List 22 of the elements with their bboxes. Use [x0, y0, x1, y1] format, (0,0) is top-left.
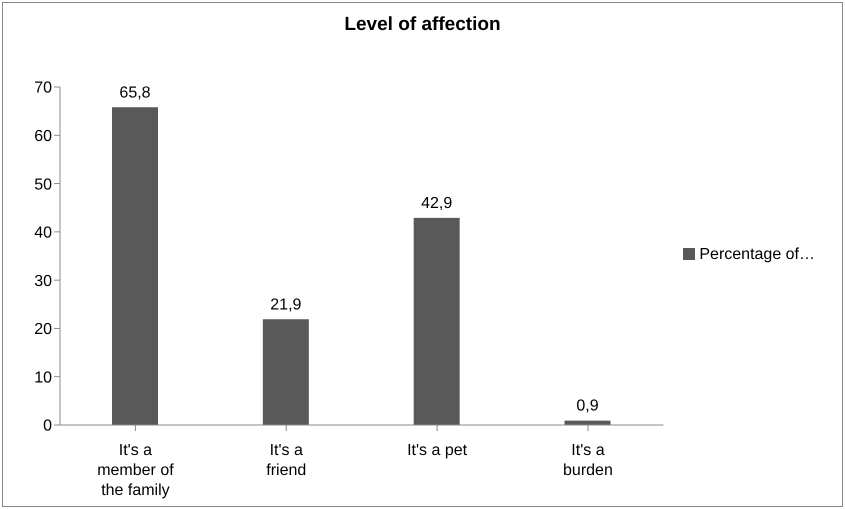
- bar: [262, 319, 309, 425]
- y-tick-label: 20: [34, 321, 52, 338]
- bar: [112, 107, 158, 425]
- x-tick-label: It's a burden: [563, 442, 613, 479]
- legend-label: Percentage of…: [699, 246, 815, 262]
- data-label: 65,8: [119, 84, 151, 102]
- y-tick-label: 0: [43, 418, 52, 435]
- chart-title: Level of affection: [343, 14, 502, 36]
- bar: [564, 420, 611, 425]
- y-tick-label: 60: [34, 128, 52, 145]
- x-tick-label: It's a member of the family: [97, 442, 174, 499]
- bar: [414, 218, 460, 425]
- x-tick-label: It's a friend: [266, 442, 306, 479]
- y-tick-label: 10: [34, 369, 52, 386]
- data-label: 21,9: [270, 296, 302, 314]
- y-tick-label: 70: [34, 80, 52, 97]
- data-label: 0,9: [576, 398, 599, 415]
- y-tick-label: 50: [34, 176, 52, 194]
- data-label: 42,9: [421, 194, 452, 212]
- x-tick-label: It's a pet: [407, 442, 468, 459]
- y-tick-label: 30: [34, 272, 52, 290]
- y-tick-label: 40: [34, 224, 52, 242]
